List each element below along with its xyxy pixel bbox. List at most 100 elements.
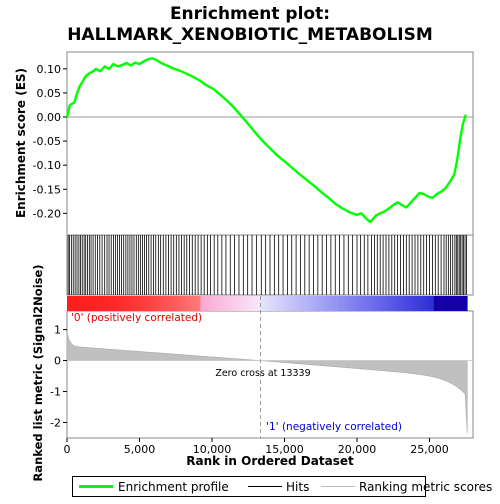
heatmap-cell [257,296,261,311]
heatmap-cell [433,296,438,311]
heatmap-cell [350,296,355,311]
heatmap-cell [453,296,458,311]
es-y-axis: 0.10 0.05 0.00 -0.05 -0.10 -0.15 -0.20 [33,63,67,220]
heatmap-cell [247,296,251,311]
legend-enrichment-swatch [79,485,113,488]
heatmap-cell [267,296,271,311]
heatmap-cell [167,296,171,311]
heatmap-cell [147,296,151,311]
es-tick-label: -0.05 [33,135,61,148]
heatmap-cell [180,296,185,311]
heatmap-cell [377,296,381,311]
heatmap-cell [237,296,241,311]
heatmap-cell [113,296,118,311]
heatmap-cell [137,296,141,311]
heatmap-cell [310,296,315,311]
heatmap-cell [150,296,155,311]
heatmap-cell [107,296,111,311]
heatmap-cell [427,296,431,311]
heatmap-cell [117,296,121,311]
heatmap-cell [127,296,131,311]
heatmap-cell [317,296,321,311]
x-tick-label: 15,000 [265,443,304,456]
heatmap-cell [320,296,325,311]
heatmap-cell [87,296,91,311]
es-tick-label: -0.20 [33,207,61,220]
heatmap-cell [190,296,195,311]
heatmap-cell [443,296,448,311]
heatmap-cell [360,296,365,311]
heatmap-cell [177,296,181,311]
ranking-metric-scores [66,332,468,434]
heatmap-cell [407,296,411,311]
positive-correlation-label: '0' (positively correlated) [71,312,202,324]
legend: Enrichment profile Hits Ranking metric s… [72,476,492,497]
heatmap-cell [303,296,308,311]
heatmap-cell [387,296,391,311]
heatmap-cell [337,296,341,311]
enrichment-profile-line [65,57,467,224]
heatmap-cell [300,296,305,311]
heatmap-cell [143,296,148,311]
metric-tick-label: 1 [54,324,61,337]
ranking-panel [66,310,474,439]
metric-y-axis-label: Ranked list metric (Signal2Noise) [31,264,45,481]
heatmap-cell [437,296,441,311]
heatmap-cell [163,296,168,311]
heatmap-cell [367,296,371,311]
heatmap-cell [200,296,205,311]
es-y-axis-label: Enrichment score (ES) [14,68,28,218]
x-tick-label: 5,000 [124,443,156,456]
heatmap-cell [187,296,191,311]
heatmap-cell [97,296,101,311]
heatmap-cell [410,296,415,311]
heatmap-cell [413,296,418,311]
heatmap-cell [223,296,228,311]
legend-ranking-label: Ranking metric scores [359,480,493,494]
heatmap-cell [103,296,108,311]
heatmap-cell [430,296,435,311]
heatmap-cell [280,296,285,311]
heatmap-cell [90,296,95,311]
heatmap-cell [397,296,401,311]
heatmap-cell [213,296,218,311]
chart-title-line1: Enrichment plot: [170,4,330,24]
metric-tick-label: -2 [50,417,61,430]
heatmap-cell [197,296,201,311]
es-tick-label: 0.10 [37,63,62,76]
heatmap-cell [347,296,351,311]
heatmap-cell [273,296,278,311]
heatmap-cell [160,296,165,311]
heatmap-cell [373,296,378,311]
heatmap-cell [457,296,461,311]
heatmap-cell [450,296,455,311]
heatmap-cell [170,296,175,311]
x-tick-label: 0 [64,443,71,456]
heatmap-cell [217,296,221,311]
heatmap-cell [240,296,245,311]
heatmap-cell [290,296,295,311]
heatmap-cell [263,296,268,311]
heatmap-cell [183,296,188,311]
heatmap-cell [130,296,135,311]
heatmap-cell [277,296,281,311]
heatmap-cell [343,296,348,311]
chart-title-line2: HALLMARK_XENOBIOTIC_METABOLISM [67,25,433,45]
heatmap-cell [307,296,311,311]
heatmap-cell [460,296,465,311]
x-axis: 0 5,000 10,000 15,000 20,000 25,000 [64,438,449,456]
heatmap-cell [243,296,248,311]
hit-marks [67,235,467,295]
heatmap-cell [393,296,398,311]
heatmap-cell [203,296,208,311]
heatmap-cell [140,296,145,311]
zero-cross-label: Zero cross at 13339 [215,368,310,379]
heatmap-cell [227,296,231,311]
heatmap-cell [353,296,358,311]
legend-hits-swatch [248,486,282,487]
heatmap-cell [403,296,408,311]
heatmap-cell [220,296,225,311]
correlation-heatmap-bar [67,296,468,311]
heatmap-cell [110,296,115,311]
heatmap-cell [123,296,128,311]
